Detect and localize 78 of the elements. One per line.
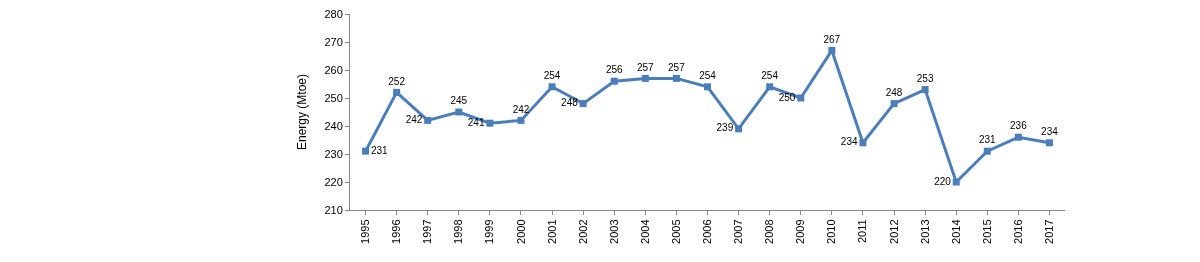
x-tick-label: 1995 [359,219,372,244]
y-tick-label: 240 [324,119,343,132]
x-tick-label: 1997 [421,219,434,244]
x-tick-label: 2000 [514,219,527,244]
data-label: 239 [716,122,734,134]
point [952,178,960,186]
data-label: 257 [636,61,655,73]
data-label: 236 [1010,120,1028,132]
x-tick-label: 2001 [545,219,558,244]
data-label: 242 [405,113,423,125]
point [579,100,587,108]
data-label: 267 [823,33,841,45]
point [766,83,774,91]
data-label: 248 [561,97,579,109]
data-label: 220 [934,175,952,187]
point [393,88,401,96]
point [455,108,463,116]
data-label: 254 [761,69,779,81]
point [921,86,929,94]
point [797,94,805,102]
data-label: 231 [370,144,389,156]
x-tick-label: 2015 [980,219,993,244]
point [1014,133,1022,141]
data-label: 250 [778,91,796,103]
data-label: 252 [388,75,406,87]
x-tick-label: 2011 [856,219,869,244]
data-label: 245 [450,95,468,107]
point [610,77,618,85]
x-tick-label: 2003 [607,219,620,244]
data-label: 231 [978,134,997,146]
data-label: 248 [885,86,903,98]
point [672,74,680,82]
x-tick-label: 2010 [825,219,838,244]
x-tick-label: 2006 [701,219,714,244]
point [424,116,432,124]
y-tick-label: 210 [324,203,343,216]
point [517,116,525,124]
x-tick-label: 2005 [669,219,682,244]
point [828,46,836,54]
point [486,119,494,127]
data-label: 257 [668,61,686,73]
y-tick-label: 280 [324,7,343,20]
y-tick-label: 270 [324,35,343,48]
y-tick-label: 220 [324,175,343,188]
point [548,83,556,91]
data-label: 253 [916,72,934,84]
x-tick-label: 2012 [887,219,900,244]
y-tick-label: 260 [324,63,343,76]
y-tick-label: 230 [324,147,343,160]
data-label: 242 [512,103,530,115]
x-tick-label: 2013 [918,219,931,244]
point [890,100,898,108]
data-label: 234 [840,136,858,148]
point [735,125,743,133]
x-tick-label: 2016 [1011,219,1024,244]
x-tick-label: 2002 [576,219,589,244]
data-label: 241 [467,116,485,128]
y-tick-label: 250 [324,91,343,104]
data-label: 254 [699,69,717,81]
x-tick-label: 2008 [763,219,776,244]
point [362,147,370,155]
point [859,139,867,147]
point [641,74,649,82]
x-tick-label: 2014 [949,219,962,244]
x-tick-label: 1999 [483,219,496,244]
x-tick-label: 1998 [452,219,465,244]
data-label: 254 [543,69,561,81]
x-tick-label: 2004 [638,219,651,244]
y-axis-title: Energy (Mtoe) [294,73,309,151]
point [983,147,991,155]
x-tick-label: 2017 [1043,219,1056,244]
x-tick-label: 1996 [390,219,403,244]
x-tick-label: 2009 [794,219,807,244]
data-label: 256 [605,64,624,76]
x-tick-label: 2007 [732,219,745,244]
data-label: 234 [1041,125,1059,137]
point [1045,139,1053,147]
point [704,83,711,91]
